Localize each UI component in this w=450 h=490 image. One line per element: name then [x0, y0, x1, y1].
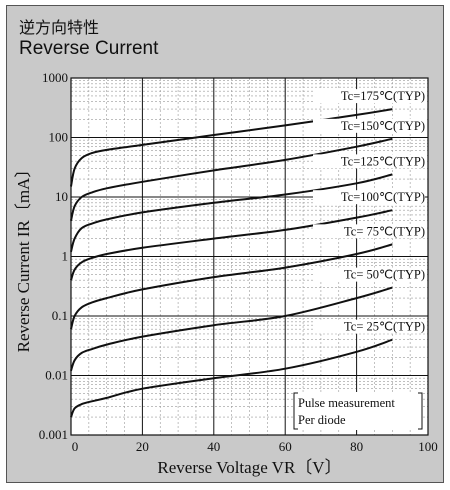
curve-series-6 — [70, 338, 393, 418]
chart-title-jp: 逆方向特性 — [19, 20, 100, 37]
curve-label-background — [313, 267, 425, 282]
y-tick-label: 0.01 — [45, 368, 68, 383]
curve-series-4 — [70, 243, 393, 330]
chart-title-en: Reverse Current — [19, 38, 159, 59]
curve-series-5 — [70, 286, 393, 372]
measurement-note-brackets — [293, 392, 423, 430]
curve-series-1 — [70, 137, 393, 221]
measurement-note-background — [293, 392, 423, 430]
y-tick-label: 10 — [55, 189, 68, 204]
y-tick-label: 1 — [62, 249, 69, 264]
y-tick-label: 0.001 — [39, 427, 68, 442]
x-tick-label: 80 — [350, 439, 363, 454]
note-pulse-measurement: Pulse measurement — [298, 396, 395, 410]
x-axis-label: Reverse Voltage VR〔V〕 — [157, 458, 341, 477]
curve-series-2 — [70, 173, 393, 253]
y-tick-label: 100 — [49, 130, 69, 145]
curve-series-3 — [70, 209, 393, 281]
curve-label-background — [313, 190, 425, 205]
measurement-note: Pulse measurement Per diode — [293, 392, 423, 430]
x-tick-label: 100 — [418, 439, 438, 454]
curve-label-background — [313, 89, 425, 104]
plot-border — [70, 77, 429, 436]
note-per-diode: Per diode — [298, 413, 346, 427]
curve-labels: Tc=175℃(TYP) Tc=150℃(TYP) Tc=125℃(TYP) Tc=1… — [313, 89, 425, 334]
curve-label: Tc= 75℃(TYP) — [344, 224, 425, 238]
tick-labels: 0 20 40 60 80 100 1000 100 10 1 0.1 0.01 0.001 — [39, 70, 438, 454]
y-axis-label: Reverse Current IR〔mA〕 — [14, 161, 33, 353]
curve-label: Tc=150℃(TYP) — [341, 119, 425, 133]
y-tick-label: 1000 — [42, 70, 68, 85]
curve-label-background — [313, 118, 425, 133]
curve-label-background — [313, 154, 425, 169]
curve-label-background — [313, 224, 425, 239]
curves — [70, 108, 393, 418]
x-tick-label: 60 — [279, 439, 292, 454]
reverse-current-chart: Tc=175℃(TYP) Tc=150℃(TYP) Tc=125℃(TYP) Tc=1… — [14, 70, 438, 477]
x-tick-label: 40 — [207, 439, 220, 454]
curve-label: Tc= 50℃(TYP) — [344, 268, 425, 282]
x-tick-label: 0 — [72, 439, 79, 454]
curve-label: Tc= 25℃(TYP) — [344, 320, 425, 334]
x-tick-label: 20 — [136, 439, 149, 454]
y-tick-label: 0.1 — [52, 308, 68, 323]
curve-label: Tc=125℃(TYP) — [341, 154, 425, 168]
curve-label: Tc=100℃(TYP) — [341, 190, 425, 204]
curve-label-background — [313, 319, 425, 334]
major-grid — [71, 78, 428, 435]
curve-label: Tc=175℃(TYP) — [341, 89, 425, 103]
chart-panel: 逆方向特性 Reverse Current Tc=175℃(TYP) Tc=150… — [6, 5, 444, 483]
